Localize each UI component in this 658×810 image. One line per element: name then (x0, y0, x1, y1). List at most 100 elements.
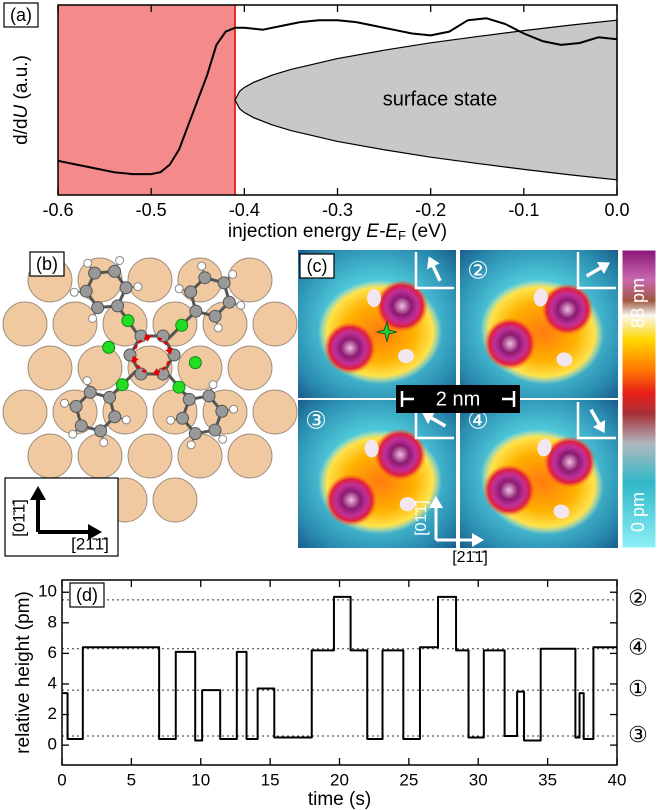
arrowhead-white (429, 496, 484, 547)
stm-spot (398, 349, 414, 363)
y-tick-label: 4 (48, 673, 57, 692)
rotation-arrowhead (144, 334, 152, 342)
carbon-atom (222, 295, 236, 309)
panel-label-text: (a) (10, 5, 32, 25)
stm-spot (399, 497, 416, 512)
green-atom (121, 314, 135, 328)
arrowhead (30, 486, 102, 540)
arrow-shaft (430, 263, 442, 282)
orientation-box (414, 252, 454, 290)
surface-atom (127, 257, 173, 303)
carbon-atom (198, 271, 212, 285)
panel-label: (c) (299, 253, 335, 279)
band-label: surface state (383, 88, 498, 110)
plot-frame (61, 579, 618, 766)
colorbar-max: 88 pm (628, 278, 648, 328)
scale-bar (400, 391, 516, 407)
panel-label-text: (d) (76, 585, 98, 605)
hydrogen-atom (83, 258, 93, 268)
x-tick-label: -0.5 (136, 200, 167, 220)
carbon-atom (69, 399, 83, 413)
shaded-region (58, 5, 236, 195)
arrow-head (592, 419, 606, 433)
hydrogen-atom (218, 434, 228, 444)
arrow-head (426, 256, 440, 270)
axes-inset (4, 477, 119, 557)
axis-arrows (36, 496, 92, 534)
x-tick-label: 10 (191, 770, 210, 789)
surface-atom (2, 301, 48, 347)
x-axis-label-part: time (s) (308, 789, 371, 810)
panel-label-box (29, 251, 65, 277)
y-axis-label-part: d/d (11, 118, 32, 144)
y-tick-label: 10 (38, 582, 57, 601)
carbon-atom (79, 284, 93, 298)
hydrogen-atom (213, 323, 223, 333)
axis-label-horizontal: [21̄1̄] (452, 549, 488, 566)
x-tick-label: -0.1 (508, 200, 539, 220)
carbon-atom (215, 404, 229, 418)
level-label: ① (628, 676, 648, 701)
panel-label-box (299, 253, 335, 279)
carbon-atom (119, 281, 133, 295)
hydrogen-atom (88, 313, 98, 323)
scale-bar-bg (396, 385, 520, 413)
carbon-atom (88, 266, 102, 280)
x-tick-label: 30 (469, 770, 488, 789)
arrow-shaft (428, 415, 447, 428)
rotation-arrow (157, 360, 171, 374)
stm-spot (556, 352, 573, 367)
y-tick-label: 2 (48, 704, 57, 723)
surface-atom (2, 389, 48, 435)
surface-atom (227, 257, 273, 303)
stm-lobe (541, 283, 594, 336)
orientation-box (414, 402, 454, 440)
x-tick-label: -0.6 (42, 200, 73, 220)
carbon-atom (189, 304, 203, 318)
carbon-atom (184, 285, 198, 299)
rotation-arrow (133, 336, 147, 350)
stm-image (298, 400, 456, 548)
stm-spot (533, 288, 548, 307)
green-atom (175, 318, 189, 332)
y-tick-label: 8 (48, 612, 57, 631)
carbon-atom (208, 423, 222, 437)
surface-atom (27, 433, 73, 479)
carbon-atom (182, 392, 196, 406)
panel-label-box (69, 582, 105, 608)
x-axis-label-part: E-E (366, 221, 398, 242)
orientation-box (576, 402, 616, 440)
hydrogen-atom (228, 269, 238, 279)
rotation-arrowhead (131, 355, 139, 363)
hydrogen-atom (99, 437, 109, 447)
carbon-atom (188, 427, 202, 441)
x-tick-label: -0.3 (322, 200, 353, 220)
rotation-arrowhead (152, 368, 160, 376)
hydrogen-atom (121, 415, 131, 425)
panel-label: (b) (29, 251, 65, 277)
stm-molecule (480, 279, 604, 385)
stm-spot (364, 439, 379, 458)
x-tick-label: -0.4 (229, 200, 260, 220)
carbon-atom (202, 389, 216, 403)
x-tick-label: 25 (399, 770, 418, 789)
x-tick-label: 0.0 (604, 200, 629, 220)
level-label: ④ (628, 635, 648, 660)
x-axis-label-part: F (398, 228, 406, 243)
stm-molecule (480, 429, 604, 535)
arrow-shaft (585, 265, 604, 278)
panel-label-text: (c) (307, 256, 328, 276)
carbon-atom (111, 299, 125, 313)
axis-arrows-white (434, 506, 474, 542)
axis-label-vertical: [01̄1̄] (9, 499, 28, 537)
stm-spot (553, 504, 570, 519)
panel-label: (a) (3, 2, 39, 28)
orientation-arrow (585, 261, 610, 278)
carbon-atom (103, 390, 117, 404)
y-axis-label-part: U (11, 104, 32, 118)
rotation-arrow (157, 336, 171, 350)
surface-atom (52, 301, 98, 347)
stm-spot (537, 438, 552, 457)
